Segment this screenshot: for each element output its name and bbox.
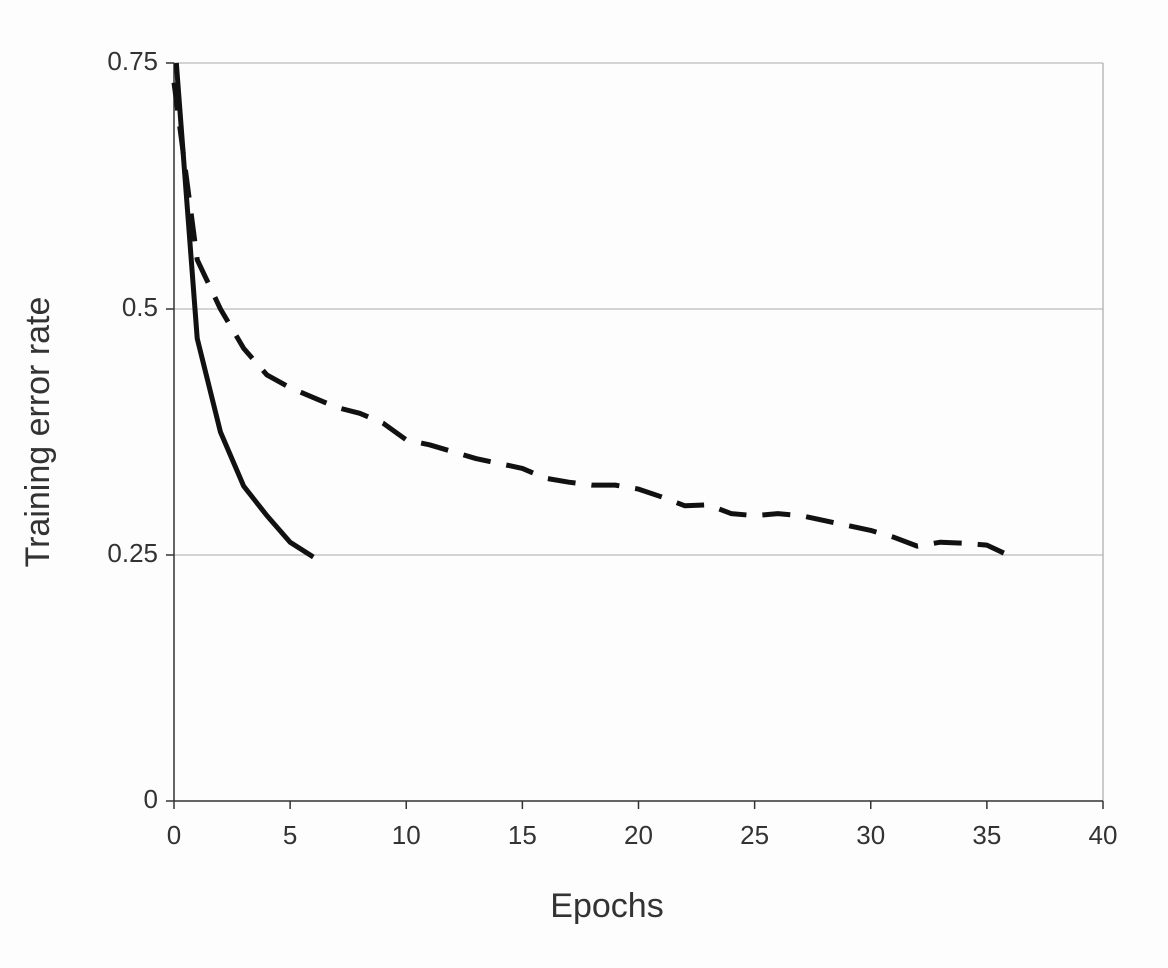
x-tick-label: 35: [972, 820, 1001, 850]
x-tick-label: 40: [1089, 820, 1118, 850]
x-tick-label: 5: [283, 820, 297, 850]
solid-line: [173, 62, 315, 560]
y-tick-label: 0.5: [122, 292, 158, 322]
x-tick-label: 15: [508, 820, 537, 850]
y-tick-label: 0.75: [107, 46, 158, 76]
y-tick-label: 0: [144, 784, 158, 814]
x-tick-label: 10: [392, 820, 421, 850]
x-axis-label: Epochs: [550, 887, 663, 925]
y-axis-label: Training error rate: [19, 297, 57, 568]
x-tick-label: 25: [740, 820, 769, 850]
x-tick-label: 20: [624, 820, 653, 850]
dashed-line: [171, 82, 1012, 559]
x-tick-label: 0: [167, 820, 181, 850]
y-tick-label: 0.25: [107, 538, 158, 568]
x-tick-label: 30: [856, 820, 885, 850]
